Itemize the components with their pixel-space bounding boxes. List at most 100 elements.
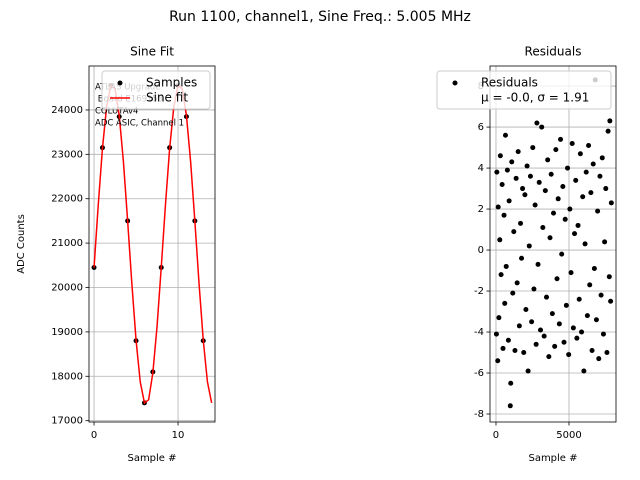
data-point: [521, 350, 527, 356]
data-point: [548, 171, 554, 177]
legend-marker: [117, 80, 123, 86]
data-point: [608, 298, 614, 304]
data-point: [598, 292, 604, 298]
data-point: [593, 317, 599, 323]
data-point: [597, 173, 603, 179]
y-tick-label: 0: [478, 245, 484, 256]
axes-title: Residuals: [525, 45, 582, 59]
data-point: [522, 192, 528, 198]
y-tick-label: 18000: [51, 371, 83, 382]
data-point: [604, 350, 610, 356]
data-point: [553, 147, 559, 153]
data-point: [527, 173, 533, 179]
x-tick-label: 10: [172, 430, 185, 441]
figure-title: Run 1100, channel1, Sine Freq.: 5.005 MH…: [169, 9, 471, 25]
data-point: [515, 149, 521, 155]
data-point: [524, 163, 530, 169]
data-point: [516, 323, 522, 329]
data-point: [546, 354, 552, 360]
data-point: [501, 212, 507, 218]
data-point: [588, 190, 594, 196]
data-point: [572, 231, 578, 237]
data-point: [502, 132, 508, 138]
data-point: [606, 274, 612, 280]
legend-label: Residuals: [481, 76, 538, 90]
data-point: [536, 179, 542, 185]
data-point: [570, 325, 576, 331]
data-point: [545, 157, 551, 163]
data-point: [493, 331, 499, 337]
data-point: [568, 270, 574, 276]
data-point: [595, 208, 601, 214]
data-point: [544, 294, 550, 300]
data-point: [581, 368, 587, 374]
data-point: [506, 198, 512, 204]
y-tick-label: 17000: [51, 416, 83, 427]
y-tick-label: -2: [474, 286, 484, 297]
y-tick-label: -4: [474, 327, 484, 338]
y-tick-label: 4: [478, 163, 484, 174]
data-point: [525, 368, 531, 374]
data-point: [500, 345, 506, 351]
x-axis-label: Sample #: [127, 453, 176, 464]
axes-frame: [489, 65, 617, 423]
data-point: [549, 311, 555, 317]
data-point: [495, 204, 501, 210]
legend-label: Sine fit: [146, 91, 188, 105]
x-tick-label: 0: [91, 430, 97, 441]
data-point: [538, 327, 544, 333]
data-point: [599, 155, 605, 161]
data-point: [503, 263, 509, 269]
y-tick-label: 20000: [51, 283, 83, 294]
y-tick-label: 24000: [51, 105, 83, 116]
data-point: [498, 272, 504, 278]
data-point: [567, 206, 573, 212]
data-point: [534, 120, 540, 126]
data-point: [511, 229, 517, 235]
data-point: [555, 196, 561, 202]
data-point: [580, 194, 586, 200]
data-point: [531, 286, 537, 292]
data-point: [576, 296, 582, 302]
data-point: [551, 210, 557, 216]
data-point: [520, 186, 526, 192]
data-point: [541, 333, 547, 339]
data-point: [547, 235, 553, 241]
fit-line: [93, 84, 213, 405]
data-point: [539, 124, 545, 130]
data-point: [519, 255, 525, 261]
data-point: [496, 315, 502, 321]
data-point: [502, 300, 508, 306]
data-point: [552, 343, 558, 349]
data-point: [579, 329, 585, 335]
data-point: [526, 243, 532, 249]
y-tick-label: -8: [474, 409, 484, 420]
data-point: [582, 241, 588, 247]
legend-note: μ = -0.0, σ = 1.91: [481, 91, 589, 105]
y-tick-label: 23000: [51, 149, 83, 160]
data-point: [532, 202, 538, 208]
data-point: [495, 358, 501, 364]
data-point: [514, 280, 520, 286]
data-point: [530, 145, 536, 151]
data-point: [607, 118, 613, 124]
data-point: [554, 276, 560, 282]
legend-marker: [452, 80, 458, 86]
data-point: [602, 239, 608, 245]
data-point: [575, 222, 581, 228]
data-point: [565, 165, 571, 171]
data-point: [596, 356, 602, 362]
data-point: [497, 153, 503, 159]
data-point: [504, 167, 510, 173]
data-point: [577, 151, 583, 157]
x-axis-label: Sample #: [528, 453, 577, 464]
x-tick-label: 0: [493, 430, 499, 441]
data-point: [574, 335, 580, 341]
data-point: [505, 337, 511, 343]
data-point: [583, 169, 589, 175]
y-tick-label: 19000: [51, 327, 83, 338]
legend-label: Samples: [146, 76, 197, 90]
axes-title: Sine Fit: [130, 45, 174, 59]
plot-area: [493, 77, 614, 409]
